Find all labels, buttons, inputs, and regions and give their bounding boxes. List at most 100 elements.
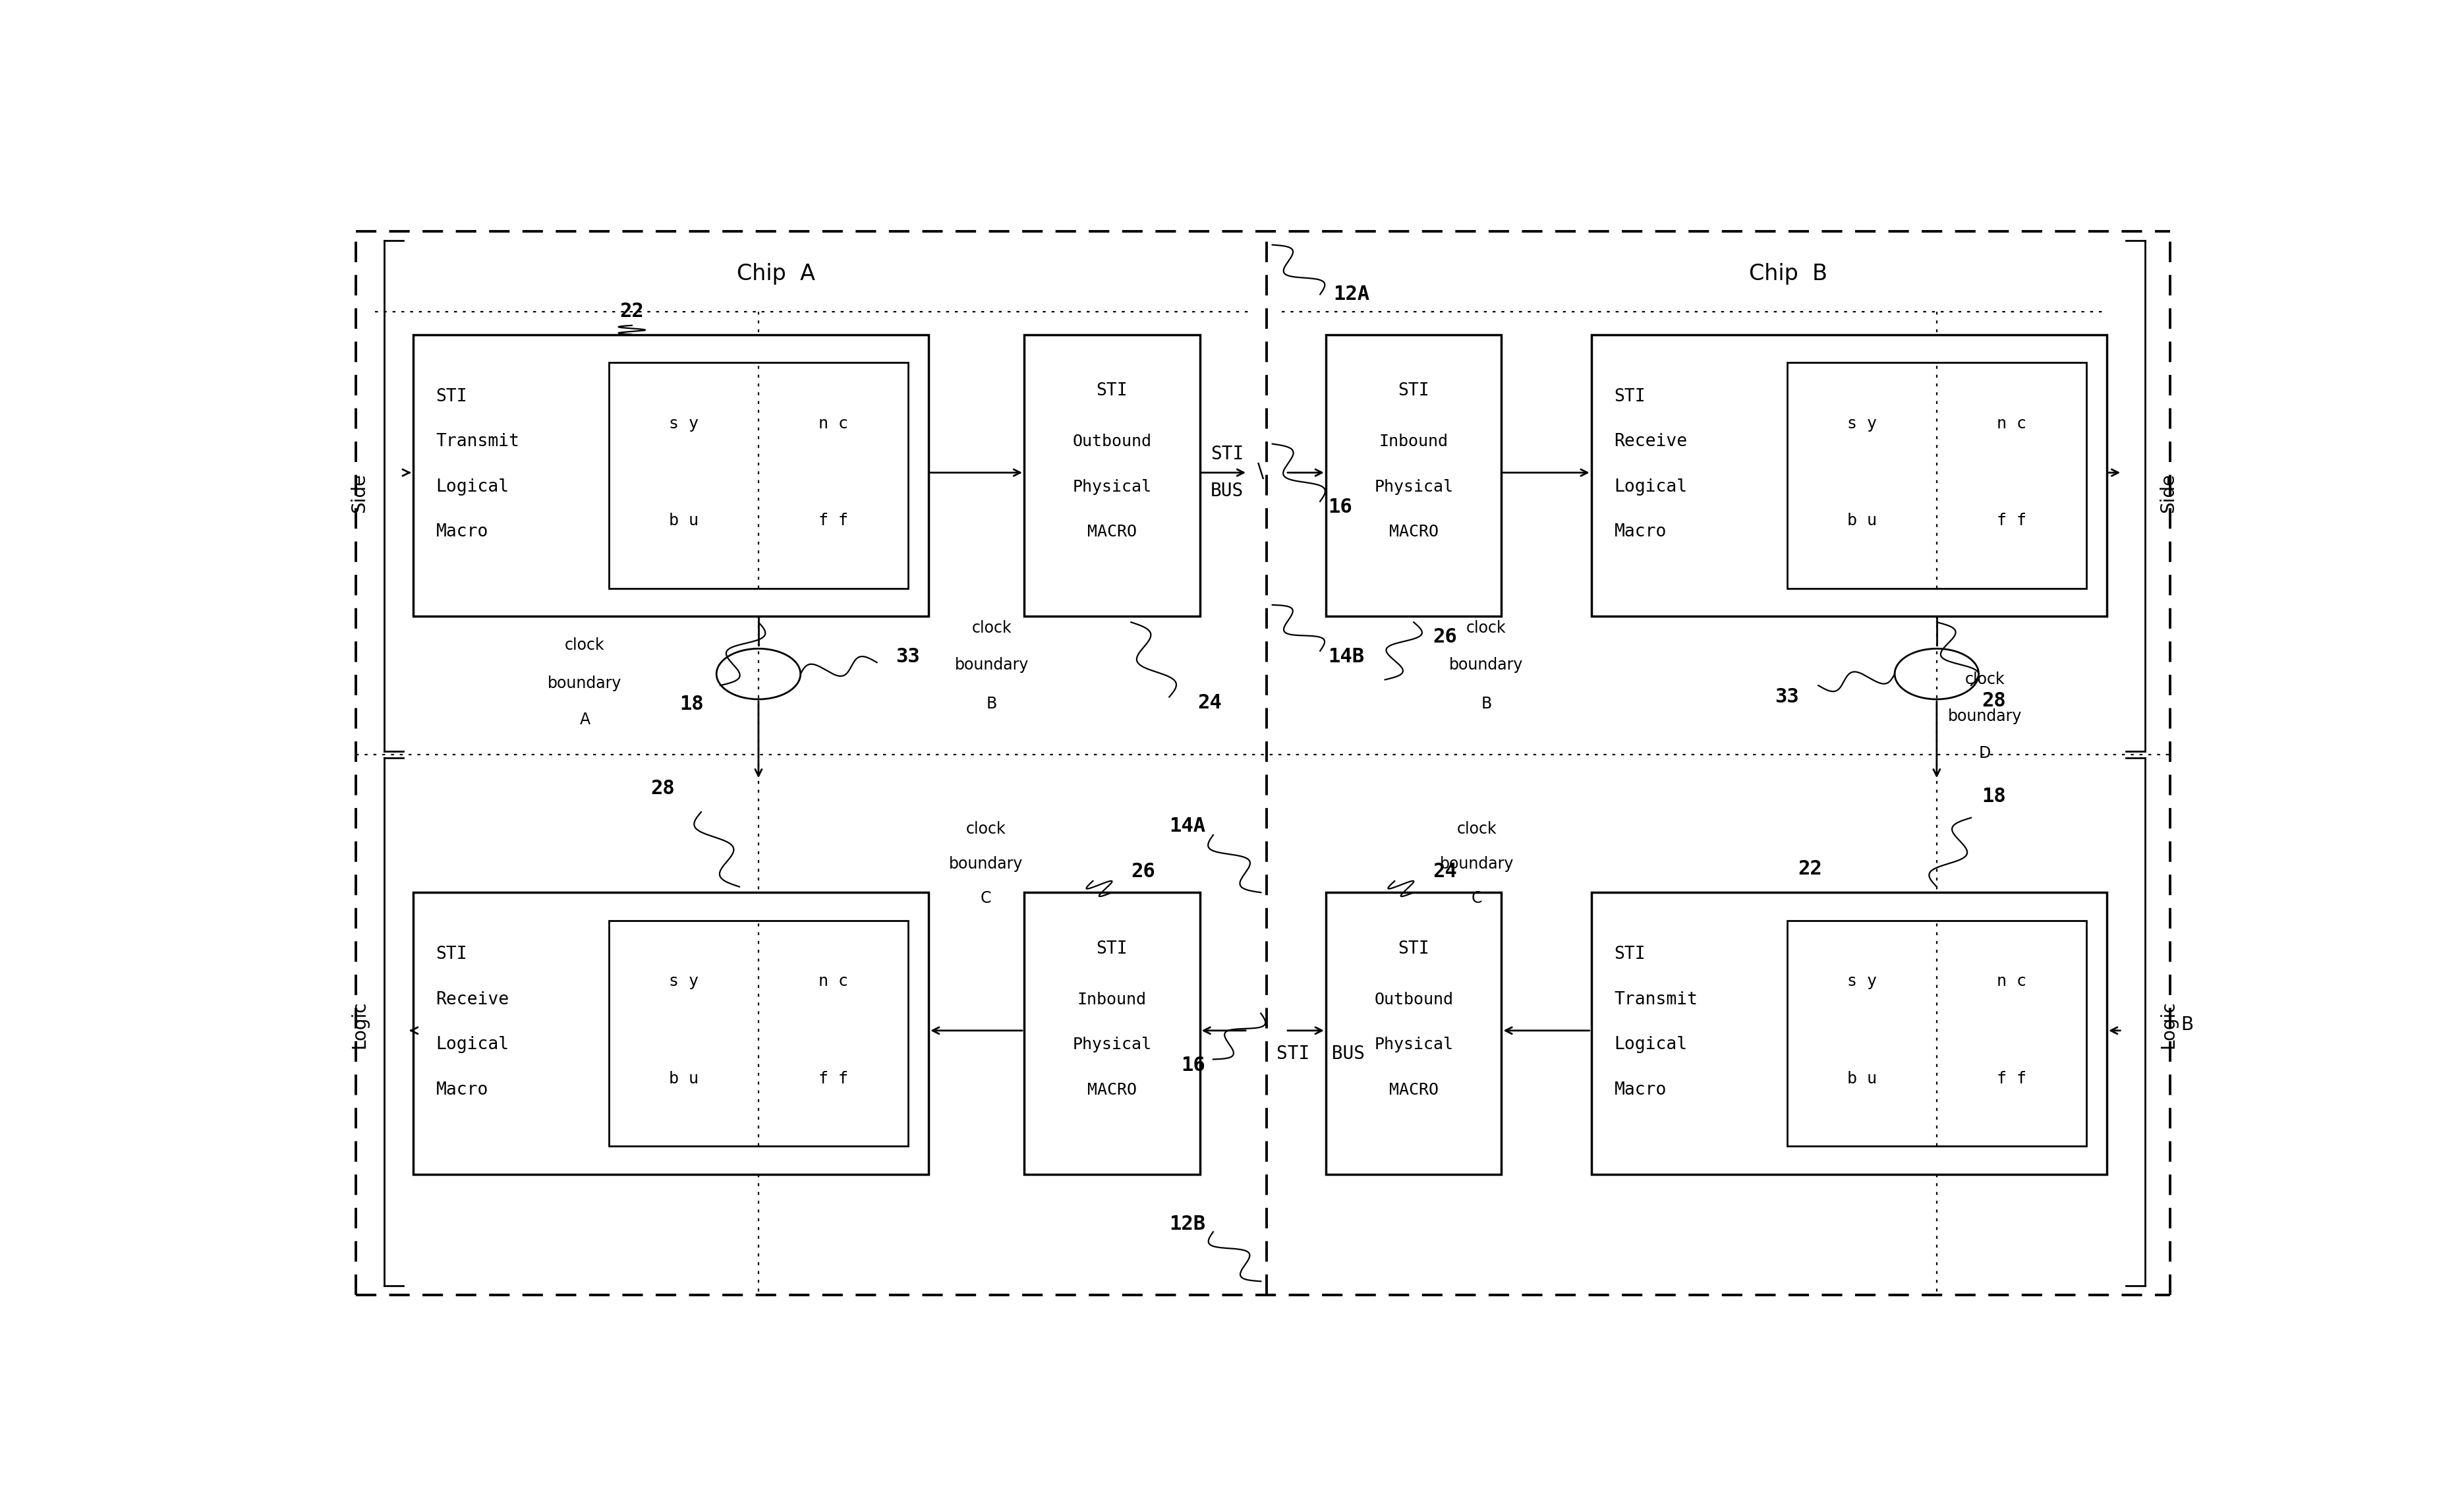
Bar: [1025, 892, 1200, 1174]
Text: 14A: 14A: [1170, 816, 1205, 835]
Text: 14B: 14B: [1328, 647, 1365, 666]
Text: n c: n c: [1996, 974, 2025, 989]
Text: STI: STI: [1614, 388, 1646, 405]
Text: 33: 33: [897, 647, 919, 666]
Text: Logical: Logical: [436, 1037, 510, 1053]
Text: STI: STI: [1397, 382, 1429, 399]
Text: s y: s y: [1848, 974, 1878, 989]
Text: C: C: [981, 890, 991, 907]
Text: 22: 22: [1799, 859, 1823, 878]
Text: b u: b u: [1848, 1071, 1878, 1086]
Text: Chip  B: Chip B: [1749, 263, 1828, 284]
Text: Chip  A: Chip A: [737, 263, 816, 284]
Bar: [609, 920, 909, 1146]
Bar: [1025, 335, 1200, 617]
Text: boundary: boundary: [954, 657, 1027, 672]
Text: 26: 26: [1432, 627, 1456, 647]
Text: Physical: Physical: [1375, 480, 1454, 495]
Bar: [414, 892, 929, 1174]
Text: Macro: Macro: [436, 1082, 488, 1098]
Text: Logic: Logic: [2158, 1001, 2178, 1049]
Text: 18: 18: [680, 695, 705, 714]
Text: 22: 22: [621, 302, 643, 321]
Text: STI: STI: [436, 946, 468, 964]
Text: n c: n c: [818, 974, 848, 989]
Text: clock: clock: [564, 638, 604, 653]
Text: Transmit: Transmit: [436, 433, 520, 450]
Text: Side: Side: [2158, 474, 2178, 512]
Text: Inbound: Inbound: [1380, 433, 1449, 450]
Text: Receive: Receive: [436, 991, 510, 1008]
Text: boundary: boundary: [1449, 657, 1523, 672]
Text: B: B: [2181, 1016, 2193, 1034]
Bar: [1786, 363, 2087, 589]
Text: MACRO: MACRO: [1087, 1082, 1136, 1098]
Text: f f: f f: [1996, 1071, 2025, 1086]
Text: Outbound: Outbound: [1375, 992, 1454, 1007]
Text: 26: 26: [1131, 862, 1156, 881]
Text: B: B: [986, 696, 998, 711]
Text: boundary: boundary: [1947, 708, 2020, 725]
Text: STI: STI: [1210, 445, 1244, 463]
Text: s y: s y: [668, 974, 697, 989]
Text: Logical: Logical: [1614, 478, 1688, 496]
Text: 28: 28: [1981, 692, 2006, 710]
Text: Logic: Logic: [350, 1001, 370, 1049]
Bar: [1326, 892, 1501, 1174]
Text: STI: STI: [1397, 940, 1429, 958]
Text: s y: s y: [668, 415, 697, 432]
Text: Macro: Macro: [1614, 523, 1666, 541]
Text: A: A: [579, 713, 591, 728]
Text: Receive: Receive: [1614, 433, 1688, 450]
Text: 16: 16: [1328, 498, 1353, 517]
Text: C: C: [1471, 890, 1483, 907]
Text: Logical: Logical: [436, 478, 510, 496]
Text: 18: 18: [1981, 787, 2006, 807]
Text: boundary: boundary: [949, 856, 1023, 871]
Text: BUS: BUS: [1210, 481, 1244, 500]
Text: s y: s y: [1848, 415, 1878, 432]
Text: Macro: Macro: [436, 523, 488, 541]
Text: clock: clock: [1964, 672, 2006, 687]
Text: Transmit: Transmit: [1614, 991, 1698, 1008]
Text: f f: f f: [1996, 512, 2025, 529]
Text: f f: f f: [818, 512, 848, 529]
Text: Side: Side: [350, 474, 370, 512]
Text: Inbound: Inbound: [1077, 992, 1146, 1007]
Text: n c: n c: [1996, 415, 2025, 432]
Text: f f: f f: [818, 1071, 848, 1086]
Text: STI: STI: [1096, 940, 1129, 958]
Text: clock: clock: [1456, 822, 1496, 837]
Text: 33: 33: [1774, 687, 1799, 707]
Text: Logical: Logical: [1614, 1037, 1688, 1053]
Bar: [1326, 335, 1501, 617]
Bar: [1592, 335, 2107, 617]
Text: MACRO: MACRO: [1087, 524, 1136, 539]
Text: Physical: Physical: [1375, 1037, 1454, 1053]
Text: B: B: [1481, 696, 1491, 711]
Text: Physical: Physical: [1072, 480, 1151, 495]
Bar: [414, 335, 929, 617]
Text: STI: STI: [436, 388, 468, 405]
Bar: [1786, 920, 2087, 1146]
Text: \: \: [1257, 462, 1264, 481]
Text: STI: STI: [1096, 382, 1129, 399]
Text: MACRO: MACRO: [1390, 1082, 1439, 1098]
Text: 12B: 12B: [1170, 1215, 1205, 1234]
Text: STI: STI: [1614, 946, 1646, 964]
Text: 16: 16: [1180, 1056, 1205, 1074]
Text: clock: clock: [1466, 620, 1506, 636]
Bar: [609, 363, 909, 589]
Text: D: D: [1979, 746, 1991, 762]
Text: boundary: boundary: [547, 675, 621, 692]
Text: b u: b u: [668, 512, 697, 529]
Text: STI  BUS: STI BUS: [1276, 1044, 1365, 1062]
Text: clock: clock: [966, 822, 1005, 837]
Text: Physical: Physical: [1072, 1037, 1151, 1053]
Text: 12A: 12A: [1333, 285, 1370, 303]
Text: 24: 24: [1432, 862, 1456, 881]
Text: 24: 24: [1198, 693, 1222, 713]
Text: MACRO: MACRO: [1390, 524, 1439, 539]
Text: boundary: boundary: [1439, 856, 1513, 871]
Text: Macro: Macro: [1614, 1082, 1666, 1098]
